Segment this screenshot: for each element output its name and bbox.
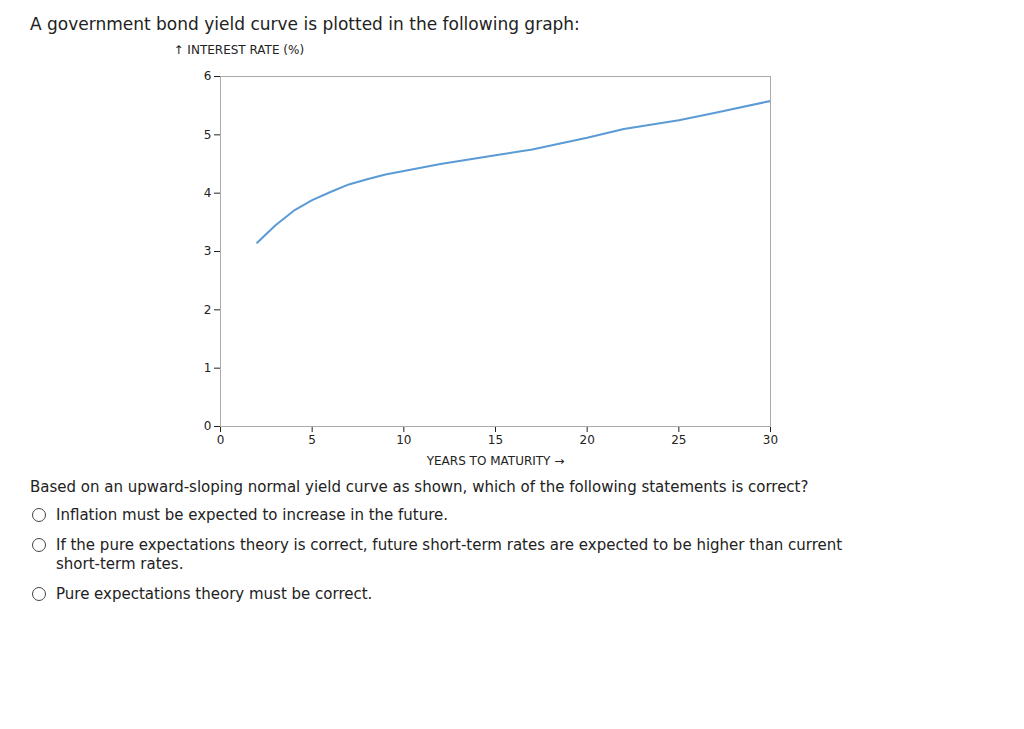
svg-text:1: 1	[204, 361, 212, 375]
svg-text:4: 4	[204, 186, 212, 200]
html-text:Inflation must be expected to: Inflation must be expected to increase i…	[56, 506, 449, 524]
svg-text:0: 0	[204, 419, 212, 433]
html-text:A government bond yield curve: A government bond yield curve is plotted…	[30, 14, 580, 34]
svg-text:5: 5	[204, 128, 212, 142]
svg-text:25: 25	[671, 433, 686, 447]
svg-text:2: 2	[204, 303, 212, 317]
html-text:Based on an upward-sloping nor: Based on an upward-sloping normal yield …	[30, 478, 809, 496]
svg-text:3: 3	[204, 244, 212, 258]
svg-text:10: 10	[396, 433, 411, 447]
svg-text:30: 30	[763, 433, 778, 447]
svg-text:5: 5	[308, 433, 316, 447]
html-text:If the pure expectations theor: If the pure expectations theory is corre…	[56, 535, 843, 573]
svg-text:15: 15	[488, 433, 503, 447]
html-text:Pure expectations theory must: Pure expectations theory must be correct…	[56, 584, 373, 603]
svg-text:YEARS TO MATURITY →: YEARS TO MATURITY →	[426, 454, 565, 468]
svg-text:↑ INTEREST RATE (%): ↑ INTEREST RATE (%)	[174, 43, 305, 57]
svg-text:6: 6	[204, 69, 212, 83]
svg-text:0: 0	[217, 433, 225, 447]
svg-text:20: 20	[580, 433, 595, 447]
